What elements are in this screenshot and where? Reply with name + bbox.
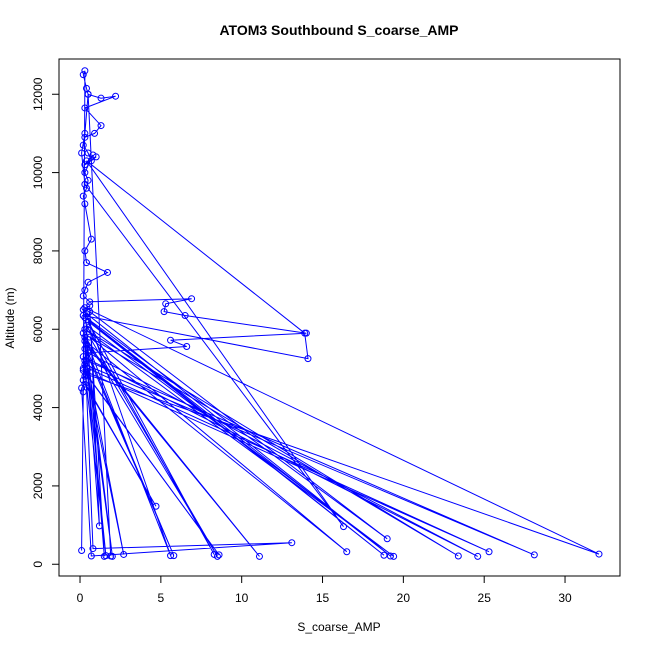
data-point	[343, 548, 351, 556]
y-tick-label: 2000	[31, 472, 45, 499]
data-point	[97, 94, 105, 102]
data-point	[86, 333, 94, 341]
data-point	[89, 151, 97, 159]
data-point	[81, 180, 89, 188]
data-point	[78, 384, 86, 392]
data-point	[81, 133, 89, 141]
data-point	[84, 317, 92, 325]
data-point	[386, 552, 394, 560]
data-point	[81, 200, 89, 208]
data-point	[84, 349, 92, 357]
y-tick-label: 12000	[31, 77, 45, 111]
plot-area	[78, 67, 603, 560]
data-point	[181, 312, 189, 320]
data-point	[79, 71, 87, 79]
data-point	[485, 548, 493, 556]
data-point	[167, 552, 175, 560]
data-point	[82, 157, 90, 165]
data-point	[81, 161, 89, 169]
data-point	[120, 550, 128, 558]
data-point	[188, 295, 196, 303]
data-point	[152, 502, 160, 510]
data-point	[97, 122, 105, 130]
data-point	[81, 337, 89, 345]
data-point	[104, 268, 112, 276]
data-point	[595, 550, 603, 558]
data-point	[81, 325, 89, 333]
data-point	[82, 341, 90, 349]
data-point	[215, 551, 223, 559]
x-axis-label: S_coarse_AMP	[297, 620, 380, 634]
x-tick-label: 0	[77, 591, 84, 605]
data-point	[81, 333, 89, 341]
y-axis: 0 2000 4000 6000 8000 10000 12000	[31, 77, 59, 568]
x-tick-label: 10	[235, 591, 249, 605]
data-point	[82, 357, 90, 365]
data-point	[84, 90, 92, 98]
data-point	[81, 67, 89, 75]
data-point	[183, 342, 191, 350]
data-point	[474, 552, 482, 560]
data-point	[255, 552, 263, 560]
data-point	[390, 552, 398, 560]
data-point	[383, 535, 391, 543]
data-point	[89, 545, 97, 553]
data-point	[79, 388, 87, 396]
data-point	[79, 329, 87, 337]
data-point	[81, 129, 89, 137]
data-point	[84, 278, 92, 286]
x-tick-label: 15	[316, 591, 330, 605]
data-point	[81, 104, 89, 112]
data-point	[79, 312, 87, 320]
y-tick-label: 0	[31, 561, 45, 568]
data-point	[91, 129, 99, 137]
y-axis-label: Altitude (m)	[3, 287, 17, 348]
x-tick-label: 25	[478, 591, 492, 605]
x-tick-label: 30	[558, 591, 572, 605]
series-line	[81, 70, 600, 557]
data-point	[213, 552, 221, 560]
data-point	[78, 547, 86, 555]
data-point	[81, 247, 89, 255]
y-tick-label: 4000	[31, 394, 45, 421]
data-point	[95, 522, 103, 530]
data-point	[82, 370, 90, 378]
x-axis: 0 5 10 15 20 25 30	[77, 576, 572, 605]
y-tick-label: 10000	[31, 156, 45, 190]
data-point	[86, 308, 94, 316]
data-point	[530, 551, 538, 559]
data-point	[81, 169, 89, 177]
data-point	[380, 551, 388, 559]
chart-title: ATOM3 Southbound S_coarse_AMP	[219, 22, 458, 38]
x-tick-label: 20	[397, 591, 411, 605]
x-tick-label: 5	[158, 591, 165, 605]
data-point	[82, 259, 90, 267]
data-point	[87, 552, 95, 560]
data-point	[288, 539, 296, 547]
data-point	[87, 235, 95, 243]
data-point	[454, 552, 462, 560]
data-point	[81, 304, 89, 312]
data-point	[79, 141, 87, 149]
data-point	[79, 192, 87, 200]
data-point	[107, 552, 115, 560]
data-point	[162, 300, 170, 308]
data-point	[170, 552, 178, 560]
data-point	[304, 355, 312, 363]
data-point	[78, 149, 86, 157]
y-tick-label: 8000	[31, 237, 45, 264]
data-point	[167, 336, 175, 344]
y-tick-label: 6000	[31, 316, 45, 343]
data-point	[82, 184, 90, 192]
data-point	[112, 92, 120, 100]
data-point	[82, 321, 90, 329]
plot-frame	[58, 58, 621, 577]
data-point	[160, 308, 168, 316]
data-point	[79, 292, 87, 300]
data-point	[79, 376, 87, 384]
data-point	[86, 298, 94, 306]
data-point	[340, 523, 348, 531]
data-point	[301, 329, 309, 337]
